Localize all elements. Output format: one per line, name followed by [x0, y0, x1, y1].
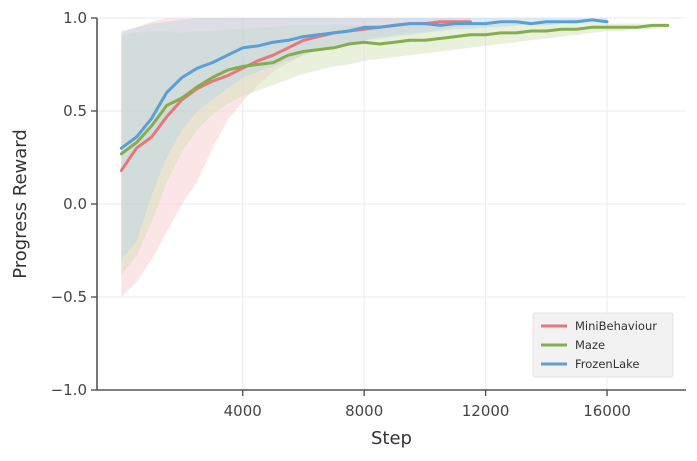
axes	[91, 17, 686, 396]
legend-label-minibehaviour: MiniBehaviour	[575, 319, 657, 333]
x-axis-title: Step	[371, 428, 412, 449]
y-axis-title: Progress Reward	[10, 129, 31, 279]
x-tick-label: 16000	[583, 402, 631, 420]
x-tick-label: 8000	[345, 402, 383, 420]
y-tick-label: 0.5	[63, 102, 87, 120]
series-lines	[119, 18, 670, 172]
legend-box	[532, 312, 674, 378]
y-tick-label: 0.0	[63, 195, 87, 213]
y-tick-label: −0.5	[51, 288, 87, 306]
confidence-band-frozenlake	[121, 18, 608, 260]
legend-label-maze: Maze	[575, 338, 605, 352]
confidence-band-maze	[121, 23, 668, 275]
legend: MiniBehaviour Maze FrozenLake	[532, 312, 674, 378]
series-line-frozenlake	[119, 18, 609, 150]
series-line-maze	[119, 23, 670, 156]
grid	[97, 17, 686, 391]
y-tick-label: −1.0	[51, 381, 87, 399]
y-tick-label: 1.0	[63, 9, 87, 27]
confidence-band-minibehaviour	[121, 18, 471, 297]
x-tick-label: 4000	[224, 402, 262, 420]
confidence-bands	[121, 18, 668, 297]
tick-labels: −1.0 −0.5 0.0 0.5 1.0 4000 8000 12000 16000	[51, 9, 631, 420]
legend-label-frozenlake: FrozenLake	[575, 357, 639, 371]
x-tick-label: 12000	[462, 402, 510, 420]
